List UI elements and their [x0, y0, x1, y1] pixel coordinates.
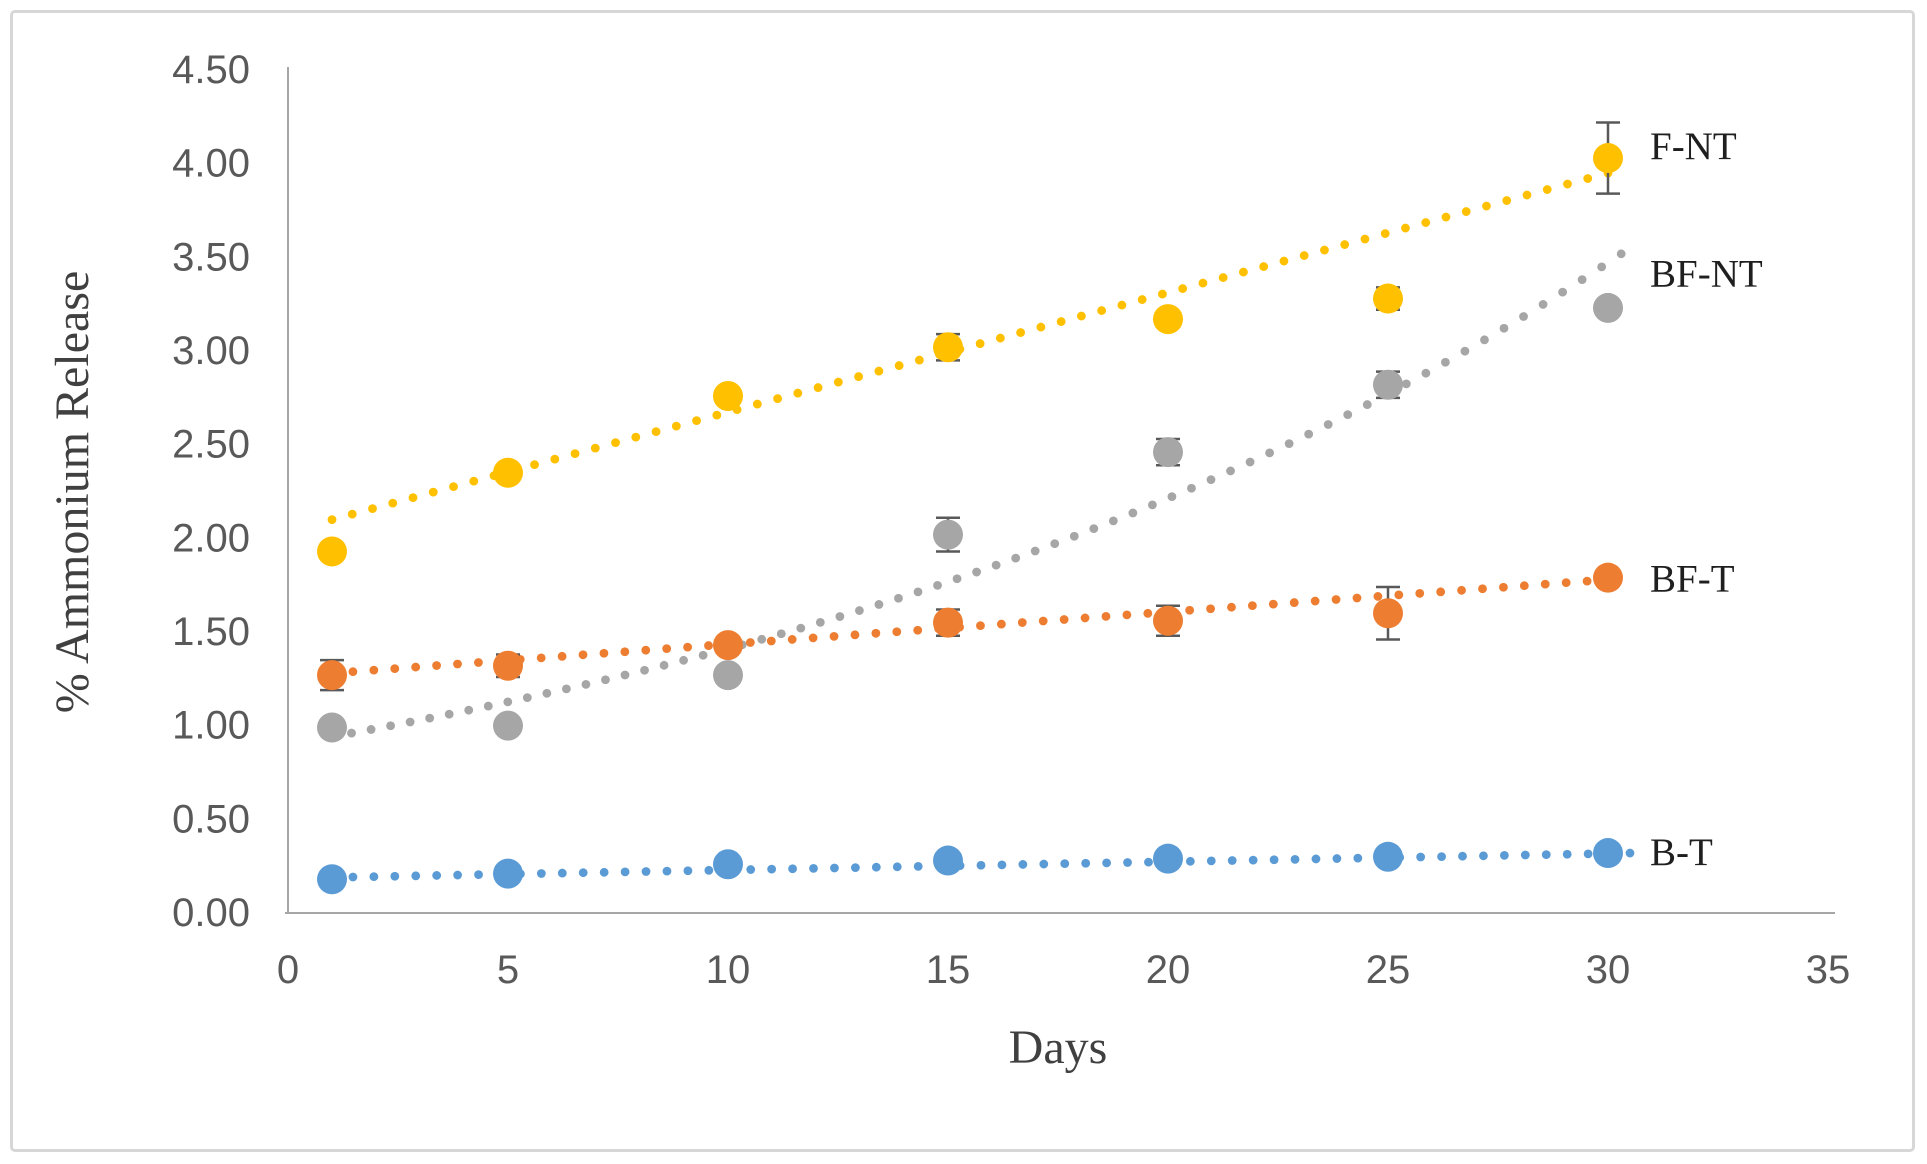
- svg-text:35: 35: [1806, 948, 1851, 992]
- svg-text:1.00: 1.00: [172, 704, 250, 748]
- svg-text:5: 5: [497, 948, 519, 992]
- axes: [285, 67, 1835, 914]
- svg-text:20: 20: [1146, 948, 1191, 992]
- tick-labels: 0.00 0.50 1.00 1.50 2.00 2.50 3.00 3.50 4.00 4.50…: [172, 48, 1850, 992]
- series-label-bf-nt: BF-NT: [1650, 252, 1763, 295]
- series-label-b-t: B-T: [1650, 831, 1713, 874]
- svg-text:3.50: 3.50: [172, 235, 250, 279]
- data-points: [317, 121, 1623, 895]
- svg-text:2.00: 2.00: [172, 516, 250, 560]
- y-axis-title: % Ammonium Release: [46, 271, 99, 714]
- svg-text:2.50: 2.50: [172, 423, 250, 467]
- svg-text:0.50: 0.50: [172, 797, 250, 841]
- svg-text:25: 25: [1366, 948, 1411, 992]
- svg-text:1.50: 1.50: [172, 610, 250, 654]
- svg-text:4.50: 4.50: [172, 48, 250, 92]
- svg-text:4.00: 4.00: [172, 142, 250, 186]
- svg-text:10: 10: [706, 948, 751, 992]
- svg-text:30: 30: [1586, 948, 1631, 992]
- series-label-f-nt: F-NT: [1650, 125, 1737, 168]
- svg-text:0: 0: [277, 948, 299, 992]
- svg-text:0.00: 0.00: [172, 891, 250, 935]
- trendlines: [327, 168, 1635, 882]
- series-label-bf-t: BF-T: [1650, 558, 1735, 601]
- svg-text:3.00: 3.00: [172, 329, 250, 373]
- x-axis-title: Days: [1009, 1021, 1108, 1074]
- svg-text:15: 15: [926, 948, 971, 992]
